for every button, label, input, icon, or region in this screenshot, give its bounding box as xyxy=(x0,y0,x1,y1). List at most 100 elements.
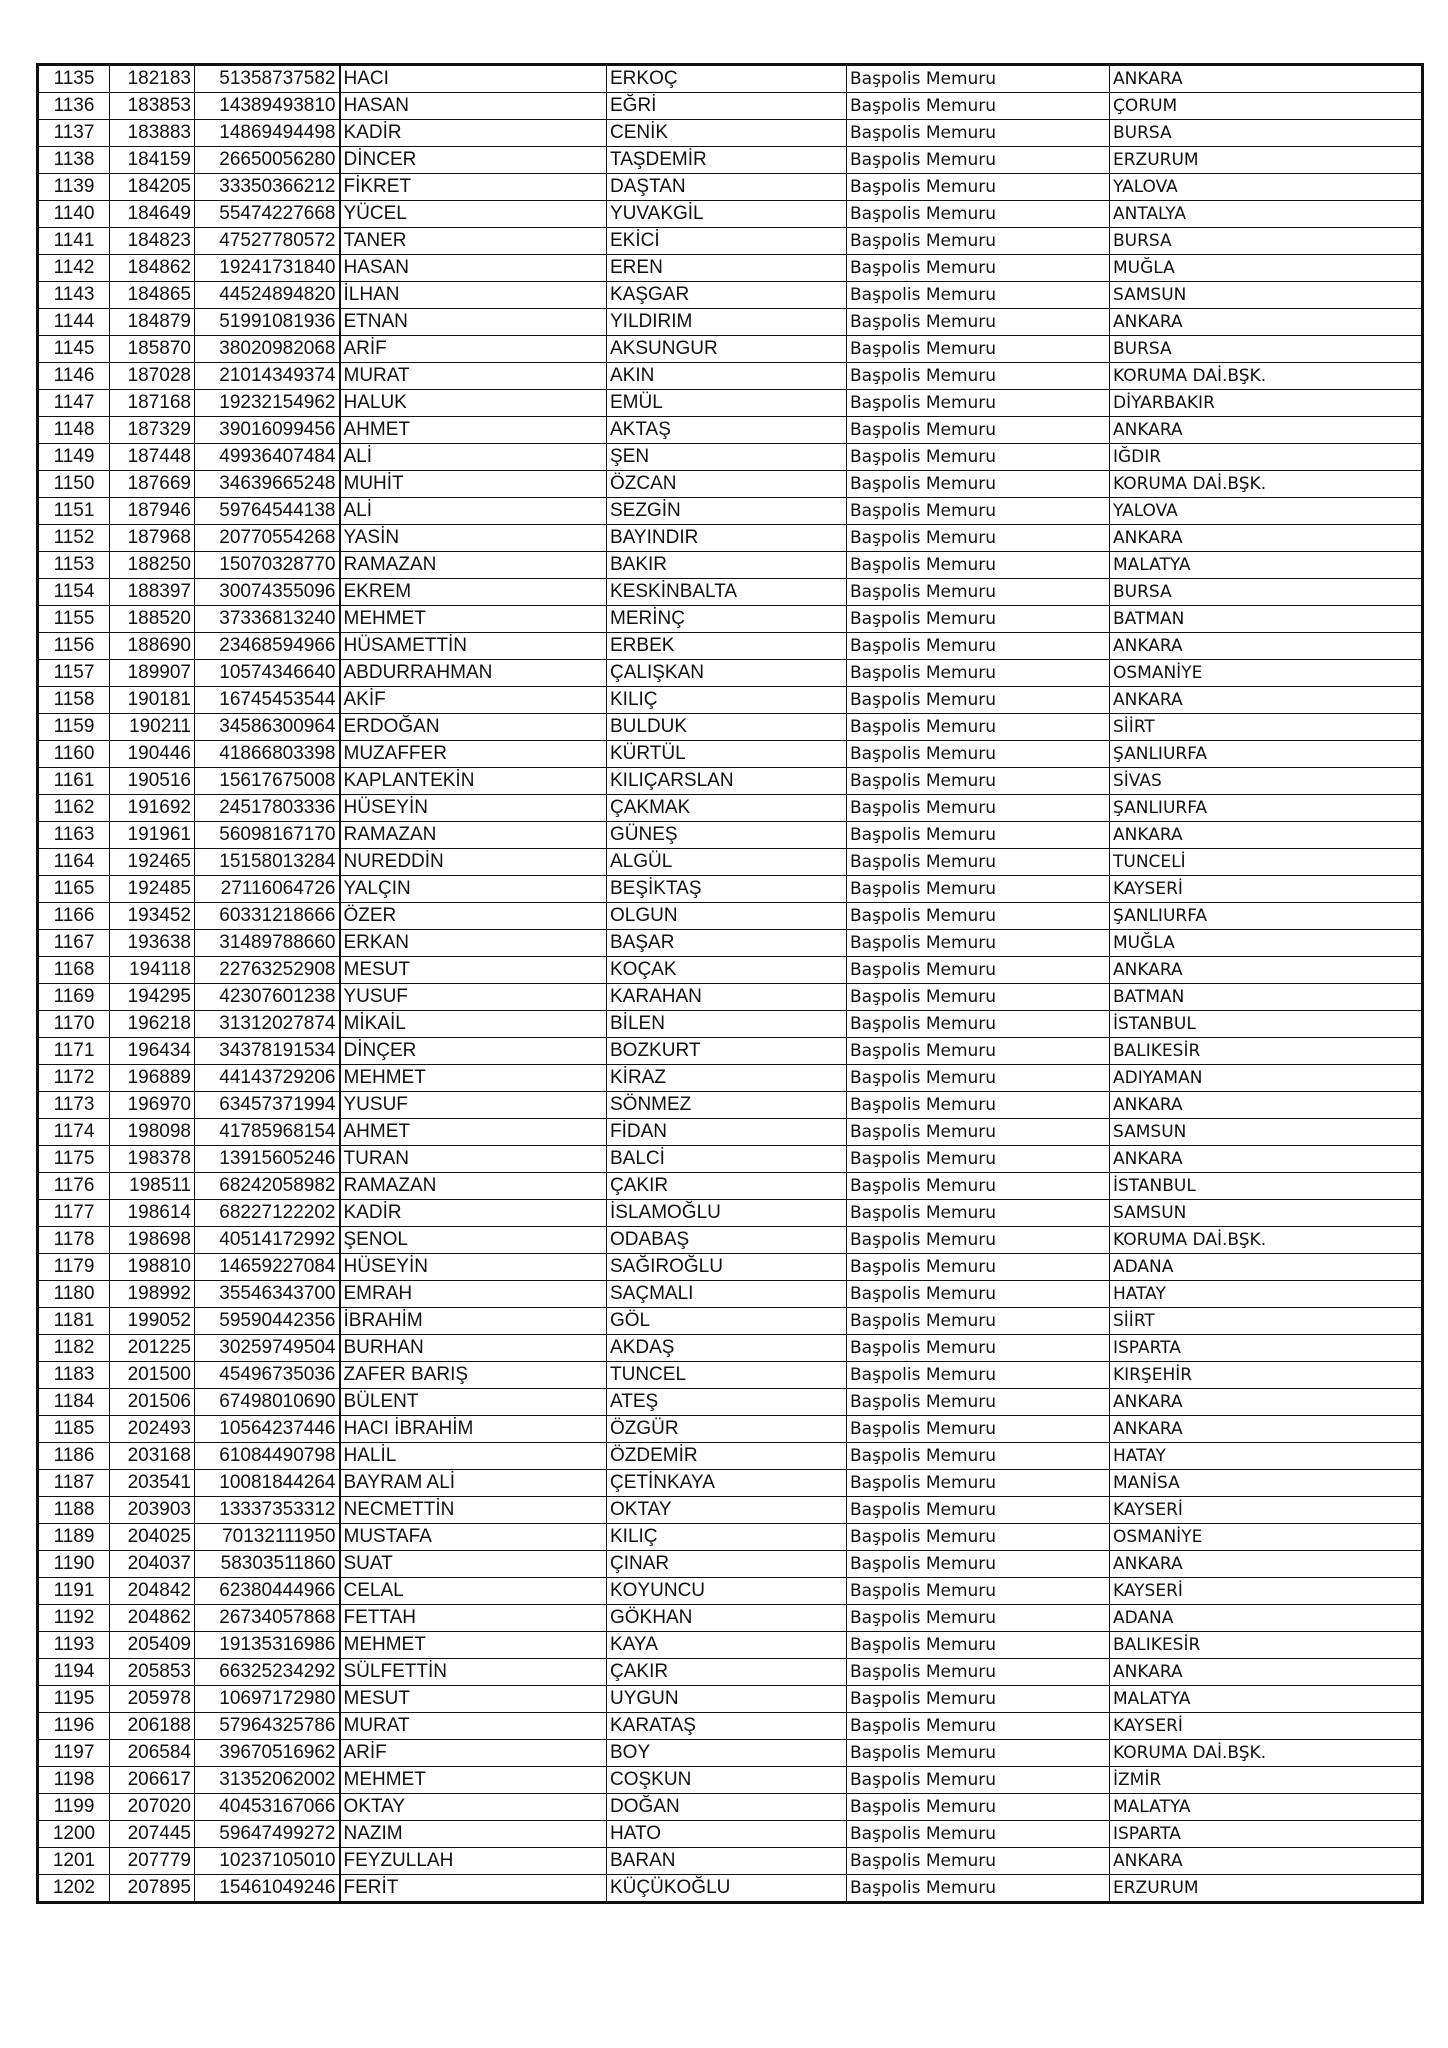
first-name-cell: NUREDDİN xyxy=(339,848,607,876)
unit-cell: KAYSERİ xyxy=(1109,875,1423,903)
id-number-cell: 26734057868 xyxy=(194,1604,341,1632)
id-number-cell: 10081844264 xyxy=(194,1469,341,1497)
row-number-cell: 1202 xyxy=(37,1874,110,1903)
registry-number-cell: 188690 xyxy=(109,632,195,660)
rank-cell: Başpolis Memuru xyxy=(846,551,1110,579)
first-name-cell: DİNÇER xyxy=(339,1037,607,1065)
unit-cell: MUĞLA xyxy=(1109,254,1423,282)
last-name-cell: KILIÇARSLAN xyxy=(606,767,847,795)
row-number-cell: 1145 xyxy=(37,335,110,363)
table-row: 1152 187968 20770554268 YASİN BAYINDIR Başpol… xyxy=(37,524,1423,552)
first-name-cell: FETTAH xyxy=(339,1604,607,1632)
registry-number-cell: 203541 xyxy=(109,1469,195,1497)
row-number-cell: 1195 xyxy=(37,1685,110,1713)
row-number-cell: 1143 xyxy=(37,281,110,309)
row-number-cell: 1182 xyxy=(37,1334,110,1362)
registry-number-cell: 201506 xyxy=(109,1388,195,1416)
registry-number-cell: 207445 xyxy=(109,1820,195,1848)
last-name-cell: GÖKHAN xyxy=(606,1604,847,1632)
last-name-cell: DOĞAN xyxy=(606,1793,847,1821)
registry-number-cell: 190516 xyxy=(109,767,195,795)
first-name-cell: AKİF xyxy=(339,686,607,714)
id-number-cell: 24517803336 xyxy=(194,794,341,822)
table-row: 1199 207020 40453167066 OKTAY DOĞAN Başpolis … xyxy=(37,1793,1423,1821)
table-row: 1151 187946 59764544138 ALİ SEZGİN Başpolis M… xyxy=(37,497,1423,525)
first-name-cell: ALİ xyxy=(339,443,607,471)
registry-number-cell: 187168 xyxy=(109,389,195,417)
last-name-cell: KAYA xyxy=(606,1631,847,1659)
rank-cell: Başpolis Memuru xyxy=(846,1469,1110,1497)
rank-cell: Başpolis Memuru xyxy=(846,1658,1110,1686)
last-name-cell: İSLAMOĞLU xyxy=(606,1199,847,1227)
registry-number-cell: 204025 xyxy=(109,1523,195,1551)
rank-cell: Başpolis Memuru xyxy=(846,1577,1110,1605)
last-name-cell: YILDIRIM xyxy=(606,308,847,336)
table-row: 1166 193452 60331218666 ÖZER OLGUN Başpolis M… xyxy=(37,902,1423,930)
rank-cell: Başpolis Memuru xyxy=(846,200,1110,228)
rank-cell: Başpolis Memuru xyxy=(846,389,1110,417)
registry-number-cell: 193452 xyxy=(109,902,195,930)
unit-cell: TUNCELİ xyxy=(1109,848,1423,876)
first-name-cell: ERDOĞAN xyxy=(339,713,607,741)
rank-cell: Başpolis Memuru xyxy=(846,686,1110,714)
table-row: 1195 205978 10697172980 MESUT UYGUN Başpolis … xyxy=(37,1685,1423,1713)
rank-cell: Başpolis Memuru xyxy=(846,1091,1110,1119)
last-name-cell: MERİNÇ xyxy=(606,605,847,633)
id-number-cell: 10564237446 xyxy=(194,1415,341,1443)
unit-cell: MUĞLA xyxy=(1109,929,1423,957)
row-number-cell: 1198 xyxy=(37,1766,110,1794)
registry-number-cell: 194118 xyxy=(109,956,195,984)
rank-cell: Başpolis Memuru xyxy=(846,1226,1110,1254)
table-row: 1191 204842 62380444966 CELAL KOYUNCU Başpoli… xyxy=(37,1577,1423,1605)
unit-cell: KORUMA DAİ.BŞK. xyxy=(1109,1739,1423,1767)
first-name-cell: MEHMET xyxy=(339,1766,607,1794)
first-name-cell: KADİR xyxy=(339,1199,607,1227)
last-name-cell: BOY xyxy=(606,1739,847,1767)
unit-cell: ANKARA xyxy=(1109,1091,1423,1119)
registry-number-cell: 202493 xyxy=(109,1415,195,1443)
row-number-cell: 1163 xyxy=(37,821,110,849)
id-number-cell: 31312027874 xyxy=(194,1010,341,1038)
id-number-cell: 40453167066 xyxy=(194,1793,341,1821)
id-number-cell: 34586300964 xyxy=(194,713,341,741)
rank-cell: Başpolis Memuru xyxy=(846,1334,1110,1362)
id-number-cell: 23468594966 xyxy=(194,632,341,660)
row-number-cell: 1153 xyxy=(37,551,110,579)
registry-number-cell: 198698 xyxy=(109,1226,195,1254)
first-name-cell: ZAFER BARIŞ xyxy=(339,1361,607,1389)
rank-cell: Başpolis Memuru xyxy=(846,1253,1110,1281)
row-number-cell: 1139 xyxy=(37,173,110,201)
id-number-cell: 14389493810 xyxy=(194,92,341,120)
id-number-cell: 21014349374 xyxy=(194,362,341,390)
registry-number-cell: 196434 xyxy=(109,1037,195,1065)
row-number-cell: 1138 xyxy=(37,146,110,174)
table-row: 1154 188397 30074355096 EKREM KESKİNBALTA Baş… xyxy=(37,578,1423,606)
first-name-cell: YUSUF xyxy=(339,983,607,1011)
first-name-cell: ERKAN xyxy=(339,929,607,957)
row-number-cell: 1144 xyxy=(37,308,110,336)
first-name-cell: MUSTAFA xyxy=(339,1523,607,1551)
registry-number-cell: 184823 xyxy=(109,227,195,255)
last-name-cell: ALGÜL xyxy=(606,848,847,876)
last-name-cell: SÖNMEZ xyxy=(606,1091,847,1119)
unit-cell: HATAY xyxy=(1109,1442,1423,1470)
last-name-cell: EĞRİ xyxy=(606,92,847,120)
registry-number-cell: 188520 xyxy=(109,605,195,633)
row-number-cell: 1174 xyxy=(37,1118,110,1146)
table-row: 1169 194295 42307601238 YUSUF KARAHAN Başpoli… xyxy=(37,983,1423,1011)
table-row: 1143 184865 44524894820 İLHAN KAŞGAR Başpolis… xyxy=(37,281,1423,309)
rank-cell: Başpolis Memuru xyxy=(846,1739,1110,1767)
last-name-cell: HATO xyxy=(606,1820,847,1848)
last-name-cell: ÇETİNKAYA xyxy=(606,1469,847,1497)
id-number-cell: 40514172992 xyxy=(194,1226,341,1254)
last-name-cell: AKTAŞ xyxy=(606,416,847,444)
row-number-cell: 1157 xyxy=(37,659,110,687)
last-name-cell: SAÇMALI xyxy=(606,1280,847,1308)
rank-cell: Başpolis Memuru xyxy=(846,983,1110,1011)
registry-number-cell: 201500 xyxy=(109,1361,195,1389)
first-name-cell: KAPLANTEKİN xyxy=(339,767,607,795)
unit-cell: ANKARA xyxy=(1109,1847,1423,1875)
table-row: 1183 201500 45496735036 ZAFER BARIŞ TUNCEL Ba… xyxy=(37,1361,1423,1389)
registry-number-cell: 188397 xyxy=(109,578,195,606)
first-name-cell: RAMAZAN xyxy=(339,1172,607,1200)
